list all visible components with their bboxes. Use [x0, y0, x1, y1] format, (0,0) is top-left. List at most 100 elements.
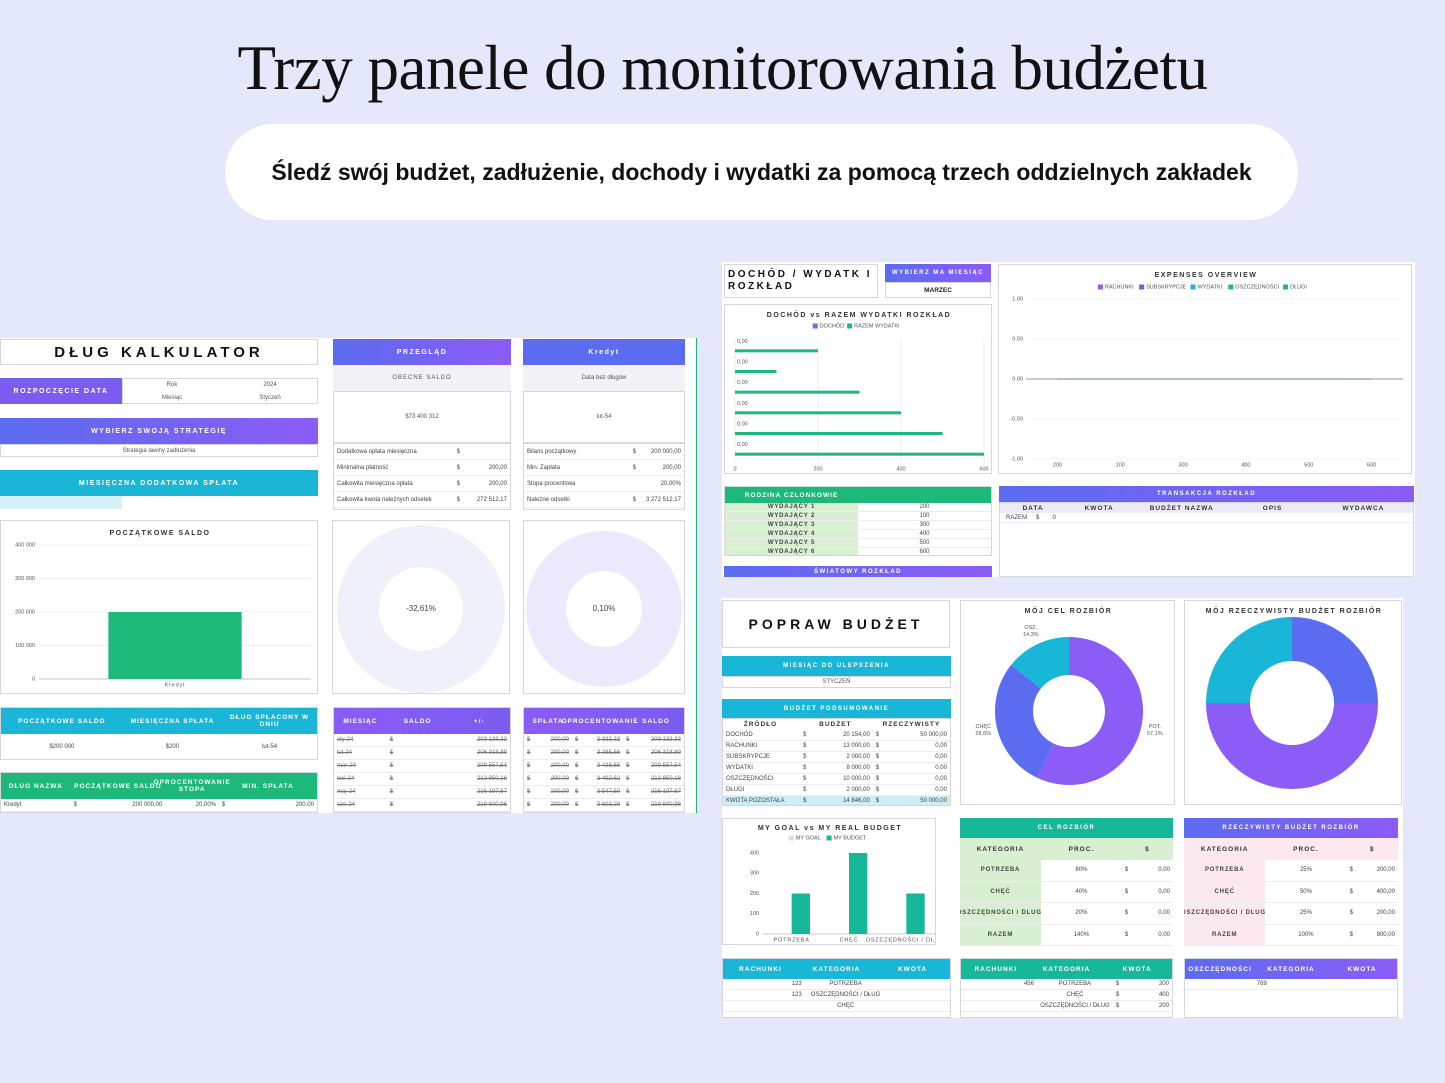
table-cell: 80%	[1040, 860, 1122, 881]
pie-slice	[995, 664, 1054, 778]
table-header-cell: ŹRÓDŁO	[743, 721, 778, 728]
credit-table: Bilans początkowy $200 000,00 Min. Zapłata…	[523, 443, 685, 510]
table-cell: 219 600,96	[650, 802, 681, 808]
table-cell: $	[1036, 514, 1040, 521]
table-cell: $	[1346, 881, 1369, 902]
table-cell: 500	[919, 540, 930, 546]
table-cell: $	[527, 750, 531, 756]
table-cell: RAZEM	[1006, 514, 1028, 521]
table-cell: WYDAJĄCY 5	[725, 539, 858, 547]
table-cell: 2 000,00	[846, 754, 870, 760]
budget-summary-header: BUDŻET PODSUMOWANIE	[722, 699, 951, 718]
table-cell: $200 000	[49, 744, 75, 750]
table-cell: $	[222, 802, 226, 808]
slice-label: CHĘĆ	[975, 723, 991, 730]
table-row: Całkowita miesięczna opłata $200,00	[334, 476, 510, 492]
table-row: DŁUGI $2 000,00 $0,00	[723, 785, 950, 796]
table-cell: 50 000,00	[920, 732, 947, 738]
extra-payment-input[interactable]	[0, 496, 122, 509]
table-header-cell: MIESIĘCZNA SPŁATA	[130, 717, 215, 725]
table-row: 123 OSZCZĘDNOŚCI / DŁUG	[723, 990, 950, 1001]
table-cell: 200,00	[1368, 860, 1398, 881]
table-header-row: POCZĄTKOWE SALDO MIESIĘCZNA SPŁATA DŁUG SP…	[1, 708, 317, 734]
table-row: SUBSKRYPCJE $2 000,00 $0,00	[723, 752, 950, 763]
table-cell: 200	[1158, 1003, 1169, 1009]
pie-slice	[1037, 637, 1143, 785]
table-row: lut-24 $206 318,89	[334, 747, 510, 760]
month-select[interactable]: MARZEC	[885, 282, 991, 298]
table-cell: Całkowita kwota należnych odsetek	[337, 496, 432, 503]
y-tick-label: 100	[750, 911, 759, 917]
table-cell: 123	[791, 981, 802, 987]
table-cell: 200	[1158, 981, 1169, 987]
table-cell: mar-24	[337, 763, 357, 769]
table-header-row: DATA KWOTA BUDŻET NAZWA OPIS WYDAWCA	[1000, 503, 1413, 513]
table-row: WYDAJĄCY 4 400	[725, 530, 991, 539]
table-header-cell: KATEGORIA	[1200, 845, 1249, 853]
table-cell: $	[574, 750, 579, 756]
table-row: kwi-24 $212 850,16	[334, 773, 510, 786]
slice-value-label: 14,3%	[1023, 632, 1039, 638]
x-tick-label: OSZCZĘDNOŚCI / DŁUGI	[866, 935, 936, 943]
table-cell: 200,00	[488, 464, 507, 471]
table-cell: 800,00	[1368, 924, 1398, 945]
table-cell: 3 603,29	[596, 802, 621, 808]
table-cell: $	[1115, 981, 1120, 987]
y-tick-label: 300 000	[15, 576, 35, 582]
table-row: WYDAJĄCY 6 600	[725, 548, 991, 555]
legend-swatch	[1097, 284, 1103, 290]
table-header-row: OSZCZĘDNOŚCI KATEGORIA KWOTA	[1185, 959, 1397, 979]
table-cell: OSZCZĘDNOŚCI	[726, 776, 774, 782]
table-cell: WYDAJĄCY 1	[725, 503, 858, 511]
table-header-cell: SALDO	[403, 717, 432, 725]
table-cell: $	[803, 754, 807, 760]
table-row: Stopa procentowa 20,00%	[524, 476, 684, 492]
table-cell: $	[803, 765, 807, 771]
table-cell: WYDAJĄCY 4	[725, 530, 858, 538]
legend-label: DŁUGI	[1290, 284, 1307, 290]
budget-summary-table: ŹRÓDŁO BUDŻET RZECZYWISTY DOCHÓD $20 154,00 $…	[722, 718, 951, 806]
table-cell: 200 000,00	[132, 802, 163, 808]
table-cell: $	[1115, 992, 1120, 998]
table-header-cell: DŁUG NAZWA	[8, 782, 63, 790]
table-row: KWOTA POZOSTAŁA $14 846,00 $50 000,00	[723, 796, 950, 805]
table-header-cell: BUDŻET NAZWA	[1149, 504, 1214, 512]
table-cell: $	[626, 750, 630, 756]
table-cell: 400	[919, 531, 930, 537]
table-row: $200,00 $3 385,56 $206 318,89	[524, 747, 684, 760]
table-cell: 0,00	[935, 754, 947, 760]
table-row: $200,00 $3 547,50 $216 197,67	[524, 786, 684, 799]
bar-value-label: 0,00	[737, 339, 748, 345]
start-date-box	[122, 378, 318, 404]
table-cell: SUBSKRYPCJE	[726, 754, 770, 760]
strategy-select[interactable]: Strategia lawiny zadłużenia	[0, 444, 318, 457]
table-row: RAZEM 140% $0,00	[960, 924, 1173, 946]
overview-subtitle: OBECNE SALDO	[333, 365, 511, 391]
table-cell: $	[527, 802, 531, 808]
ring-label: 0,10%	[592, 603, 616, 613]
table-cell: 216 197,67	[650, 789, 681, 795]
table-cell: $	[527, 776, 531, 782]
table-cell: 200,00	[1368, 903, 1398, 924]
table-cell: 400,00	[1368, 881, 1398, 902]
month-value[interactable]: Styczeń	[259, 394, 281, 401]
transactions-table: DATA KWOTA BUDŻET NAZWA OPIS WYDAWCA RAZEM $0	[999, 502, 1414, 577]
table-cell: 212 850,16	[650, 776, 681, 782]
improve-month-select[interactable]: STYCZEŃ	[722, 676, 951, 688]
table-header-cell: PROC.	[1293, 845, 1319, 853]
legend-swatch	[788, 835, 794, 841]
ring-box	[523, 520, 685, 694]
table-cell: $	[626, 737, 630, 743]
improve-month-header: MIESIĄC DO ULEPSZENIA	[722, 656, 951, 676]
table-cell: $	[803, 743, 807, 749]
table-header-cell: WYDAWCA	[1342, 504, 1385, 512]
table-header-row: MIESIĄC SALDO +/-	[334, 708, 510, 734]
table-cell: $	[626, 789, 630, 795]
income-title: DOCHÓD / WYDATK I ROZKŁAD	[724, 264, 878, 298]
y-tick-label: 0.00	[1012, 376, 1023, 382]
table-cell: $	[456, 448, 461, 455]
table-header-cell: RACHUNKI	[739, 965, 782, 973]
table-cell: Minimalna płatność	[337, 464, 389, 471]
table-header-cell: DATA	[1022, 504, 1044, 512]
y-tick-label: 1.00	[1012, 296, 1023, 302]
